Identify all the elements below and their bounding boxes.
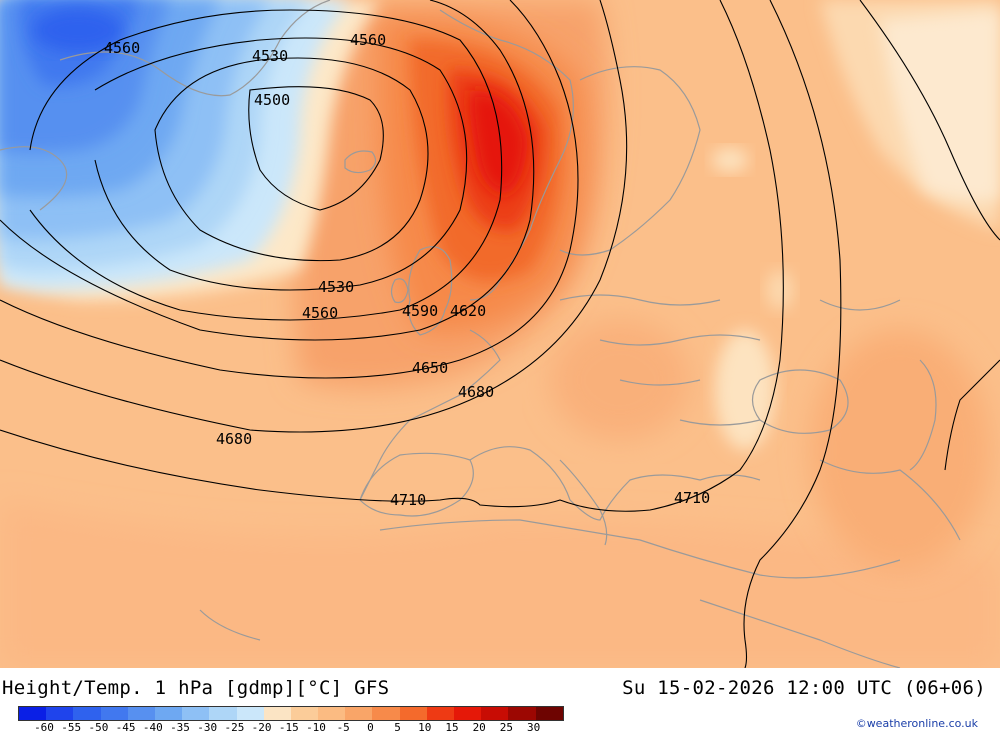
color-scale-tick: 25 (499, 721, 514, 734)
contour-label: 4560 (350, 31, 386, 49)
color-swatch (209, 707, 237, 720)
color-scale-tick: -5 (336, 721, 350, 734)
map-title: Height/Temp. 1 hPa [gdmp][°C] GFS (2, 677, 390, 699)
color-scale-tick: -40 (142, 721, 163, 734)
color-swatch (263, 707, 291, 720)
contour-label: 4590 (402, 302, 438, 320)
map-canvas: 4560 4530 4500 4560 4530 4560 4590 4620 … (0, 0, 1000, 669)
color-scale-tick: -60 (34, 721, 54, 734)
color-swatch (100, 707, 128, 720)
contour-labels: 4560 4530 4500 4560 4530 4560 4590 4620 … (104, 31, 710, 509)
color-swatch (481, 707, 509, 720)
contour-label: 4560 (302, 304, 338, 322)
color-scale-tick: -10 (306, 721, 326, 734)
weather-map: 4560 4530 4500 4560 4530 4560 4590 4620 … (0, 0, 1000, 669)
color-swatch (426, 707, 454, 720)
contour-label: 4560 (104, 39, 140, 57)
color-scale-tick: 10 (418, 721, 432, 734)
color-scale-tick: 15 (445, 721, 459, 734)
color-swatch (318, 707, 346, 720)
color-scale-tick: 0 (367, 721, 374, 734)
color-swatch (46, 707, 74, 720)
color-swatch (73, 707, 101, 720)
color-scale-tick: -50 (88, 721, 109, 734)
map-footer: Height/Temp. 1 hPa [gdmp][°C] GFS Su 15-… (0, 668, 1000, 735)
color-swatch (345, 707, 373, 720)
color-swatch (399, 707, 427, 720)
color-scale-tick: -15 (278, 721, 299, 734)
contour-label: 4530 (318, 278, 354, 296)
color-scale-tick: -25 (224, 721, 245, 734)
color-scale-tick: -20 (251, 721, 272, 734)
color-scale-tick: 30 (526, 721, 541, 734)
contour-label: 4500 (254, 91, 290, 109)
color-swatch (182, 707, 210, 720)
color-scale-tick: -35 (170, 721, 190, 734)
color-scale-ticks: -60 -55 -50 -45 -40 -35 -30 -25 -20 -15 -10 -5 0 5 10 1… (18, 721, 578, 735)
contour-label: 4710 (674, 489, 710, 507)
color-swatch (372, 707, 400, 720)
contour-label: 4650 (412, 359, 448, 377)
color-swatch (127, 707, 155, 720)
contour-label: 4620 (450, 302, 486, 320)
color-scale-tick: -45 (115, 721, 136, 734)
color-scale-tick: 5 (394, 721, 401, 734)
contour-label: 4530 (252, 47, 288, 65)
contour-label: 4680 (458, 383, 494, 401)
contour-label: 4680 (216, 430, 252, 448)
temperature-shading (0, 0, 1000, 668)
color-swatch (535, 707, 563, 720)
height-contours (0, 0, 1000, 669)
contour-label: 4710 (390, 491, 426, 509)
credit-link[interactable]: ©weatheronline.co.uk (855, 717, 978, 730)
color-swatch (154, 707, 183, 720)
color-swatch (19, 707, 47, 720)
color-swatch (236, 707, 264, 720)
color-scale-tick: -55 (61, 721, 82, 734)
color-swatch (454, 707, 482, 720)
color-scale-bar (18, 706, 564, 721)
color-scale-tick: -30 (197, 721, 218, 734)
valid-time: Su 15-02-2026 12:00 UTC (06+06) (622, 677, 986, 699)
color-swatch (508, 707, 536, 720)
color-swatch (290, 707, 319, 720)
color-scale-tick: 20 (472, 721, 486, 734)
